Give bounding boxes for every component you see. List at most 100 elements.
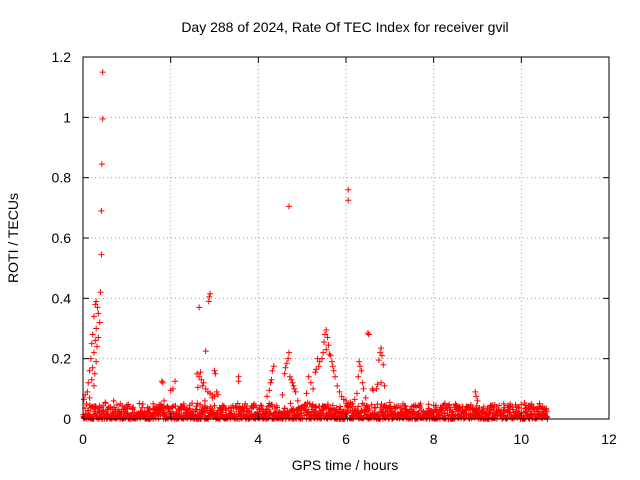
data-point — [264, 393, 271, 400]
data-point — [292, 388, 299, 395]
data-point — [207, 290, 214, 297]
data-point — [200, 379, 207, 386]
data-point — [374, 381, 381, 388]
data-point — [94, 343, 101, 350]
data-point — [286, 203, 293, 210]
data-point — [312, 369, 319, 376]
data-point — [93, 358, 100, 365]
data-point — [93, 298, 100, 305]
data-point — [90, 349, 97, 356]
data-point — [321, 339, 328, 346]
data-point — [282, 364, 289, 371]
data-point — [94, 304, 101, 311]
data-point — [362, 394, 369, 401]
data-point — [161, 397, 168, 404]
axis-ticks: 0 2 4 6 8 10 12 0 0.2 0.4 0.6 0.8 1 1.2 — [52, 49, 617, 447]
data-point — [303, 390, 310, 397]
data-point — [399, 400, 406, 407]
data-point — [328, 358, 335, 365]
data-point — [378, 379, 385, 386]
data-point — [84, 388, 91, 395]
data-point — [92, 337, 99, 344]
data-point — [307, 379, 314, 386]
data-point — [202, 385, 209, 392]
data-point — [377, 349, 384, 356]
data-point — [381, 382, 388, 389]
data-point — [95, 334, 102, 341]
data-point — [359, 379, 366, 386]
x-tick-label: 4 — [254, 431, 262, 447]
data-point — [215, 391, 222, 398]
data-point — [356, 358, 363, 365]
data-point — [150, 400, 157, 407]
data-point — [325, 342, 332, 349]
data-point — [117, 400, 124, 407]
data-point — [99, 115, 106, 122]
data-point — [472, 388, 479, 395]
data-point — [375, 357, 382, 364]
data-point — [353, 390, 360, 397]
data-point — [235, 378, 242, 385]
data-point — [538, 405, 545, 412]
data-point — [285, 355, 292, 362]
y-tick-label: 1.2 — [52, 49, 72, 65]
data-point — [378, 352, 385, 359]
data-point — [269, 367, 276, 374]
data-point — [324, 334, 331, 341]
data-point — [349, 400, 356, 407]
data-point — [310, 385, 317, 392]
y-tick-label: 1 — [63, 109, 71, 125]
data-point — [201, 397, 208, 404]
data-point — [196, 373, 203, 380]
data-point — [313, 366, 320, 373]
data-point — [320, 349, 327, 356]
data-point — [345, 197, 352, 204]
data-point — [286, 349, 293, 356]
data-point — [286, 373, 293, 380]
data-point — [417, 400, 424, 407]
data-point — [250, 400, 257, 407]
x-tick-label: 12 — [601, 431, 617, 447]
data-point — [288, 376, 295, 383]
data-point — [338, 393, 345, 400]
data-point — [330, 367, 337, 374]
data-point — [194, 384, 201, 391]
data-point — [473, 393, 480, 400]
y-tick-label: 0 — [63, 411, 71, 427]
data-point — [329, 363, 336, 370]
data-point — [373, 385, 380, 392]
data-point — [205, 298, 212, 305]
data-point — [88, 340, 95, 347]
data-point — [357, 363, 364, 370]
data-point — [289, 379, 296, 386]
data-point — [88, 376, 95, 383]
data-point — [452, 400, 459, 407]
data-point — [281, 370, 288, 377]
data-point — [96, 319, 103, 326]
data-point — [327, 352, 334, 359]
data-point — [91, 370, 98, 377]
data-point — [89, 331, 96, 338]
data-point — [358, 367, 365, 374]
data-point — [380, 361, 387, 368]
data-point — [89, 364, 96, 371]
data-point — [196, 304, 203, 311]
data-point — [305, 373, 312, 380]
data-point — [268, 376, 275, 383]
data-point — [318, 355, 325, 362]
data-point — [242, 400, 249, 407]
data-point — [323, 346, 330, 353]
data-point — [279, 391, 286, 398]
data-point — [211, 367, 218, 374]
data-point — [315, 363, 322, 370]
data-point — [267, 379, 274, 386]
data-point — [209, 394, 216, 401]
data-point — [172, 378, 179, 385]
data-point — [193, 370, 200, 377]
data-point — [370, 387, 377, 394]
data-points — [80, 69, 545, 412]
data-point — [527, 402, 534, 409]
data-point — [291, 385, 298, 392]
